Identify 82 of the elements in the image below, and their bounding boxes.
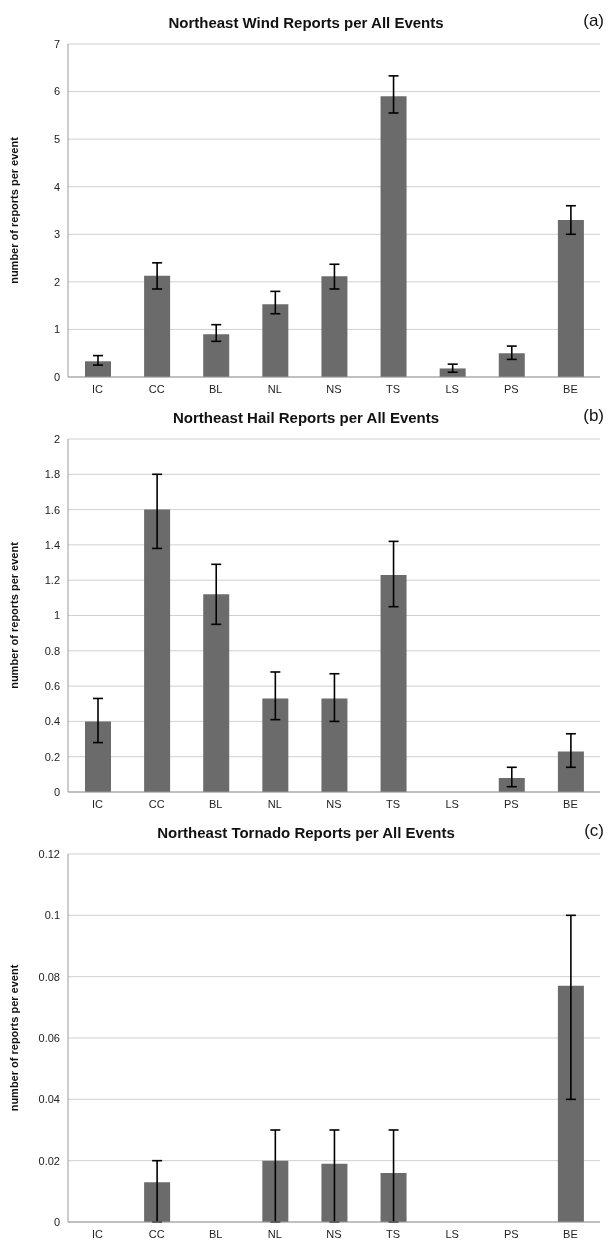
y-tick-label: 0.06	[38, 1031, 60, 1044]
x-tick-label: PS	[503, 797, 519, 810]
x-tick-label: NS	[326, 382, 342, 395]
bar	[380, 1172, 407, 1222]
x-tick-label: TS	[386, 382, 401, 395]
chart-title: Northeast Wind Reports per All Events	[168, 14, 444, 31]
x-tick-label: NS	[326, 797, 342, 810]
text: (b)	[583, 406, 604, 426]
y-tick-label: 2	[53, 432, 60, 445]
x-tick-label: NL	[267, 1227, 282, 1240]
y-tick-label: 2	[53, 275, 60, 288]
y-tick-label: 0	[53, 785, 60, 798]
x-tick-label: BE	[563, 797, 578, 810]
x-tick-label: IC	[92, 382, 104, 395]
y-tick-label: 0.4	[44, 715, 60, 728]
y-tick-label: 0	[53, 370, 60, 383]
x-tick-label: BE	[563, 382, 578, 395]
x-tick-label: LS	[445, 797, 459, 810]
y-tick-label: 1.4	[44, 538, 60, 551]
y-tick-label: 0.2	[44, 750, 60, 763]
chart-title: Northeast Hail Reports per All Events	[172, 409, 440, 426]
bar	[498, 353, 525, 377]
bar	[380, 574, 407, 792]
x-tick-label: TS	[386, 1227, 401, 1240]
bar	[380, 96, 407, 377]
y-tick-label: 5	[53, 133, 60, 146]
bar	[557, 751, 584, 792]
y-tick-label: 0	[53, 1215, 60, 1228]
x-tick-label: PS	[503, 382, 519, 395]
y-tick-label: 1.2	[44, 574, 60, 587]
y-tick-label: 4	[53, 180, 60, 193]
bar	[321, 698, 348, 792]
x-tick-label: CC	[148, 797, 165, 810]
x-tick-label: CC	[148, 382, 165, 395]
y-tick-label: 0.1	[44, 909, 60, 922]
bar	[557, 985, 584, 1222]
y-tick-label: 0.04	[38, 1093, 60, 1106]
text: (a)	[583, 11, 604, 31]
x-tick-label: CC	[148, 1227, 165, 1240]
x-tick-label: NL	[267, 797, 282, 810]
y-axis-title: number of reports per event	[7, 136, 20, 284]
y-axis-title: number of reports per event	[7, 541, 20, 689]
bar	[203, 334, 230, 377]
y-tick-label: 0.6	[44, 680, 60, 693]
x-tick-label: LS	[445, 382, 459, 395]
text: (c)	[584, 821, 604, 841]
x-tick-label: IC	[92, 797, 104, 810]
x-tick-label: LS	[445, 1227, 459, 1240]
x-tick-label: TS	[386, 797, 401, 810]
bar	[557, 220, 584, 377]
y-tick-label: 1.6	[44, 503, 60, 516]
x-tick-label: BE	[563, 1227, 578, 1240]
bar	[203, 594, 230, 792]
x-tick-label: IC	[92, 1227, 104, 1240]
y-tick-label: 1	[53, 609, 60, 622]
x-tick-label: BL	[209, 797, 223, 810]
chart-title: Northeast Tornado Reports per All Events	[157, 824, 455, 841]
bar	[85, 721, 111, 792]
bar	[321, 276, 348, 377]
y-tick-label: 7	[53, 37, 60, 50]
x-tick-label: BL	[209, 382, 223, 395]
y-tick-label: 1.8	[44, 468, 60, 481]
x-tick-label: PS	[503, 1227, 519, 1240]
bar	[262, 698, 289, 792]
bar	[144, 509, 171, 792]
bar	[321, 1163, 348, 1222]
y-tick-label: 0.08	[38, 970, 60, 983]
y-tick-label: 0.12	[38, 847, 60, 860]
y-axis-title: number of reports per event	[7, 964, 20, 1112]
bar	[144, 275, 171, 377]
y-tick-label: 0.8	[44, 644, 60, 657]
y-tick-label: 0.02	[38, 1154, 60, 1167]
bar	[262, 1160, 289, 1222]
y-tick-label: 6	[53, 85, 60, 98]
x-tick-label: BL	[209, 1227, 223, 1240]
y-tick-label: 1	[53, 323, 60, 336]
x-tick-label: NS	[326, 1227, 342, 1240]
bar	[85, 361, 111, 377]
bar	[144, 1182, 171, 1222]
x-tick-label: NL	[267, 382, 282, 395]
y-tick-label: 3	[53, 228, 60, 241]
bar	[262, 304, 289, 377]
